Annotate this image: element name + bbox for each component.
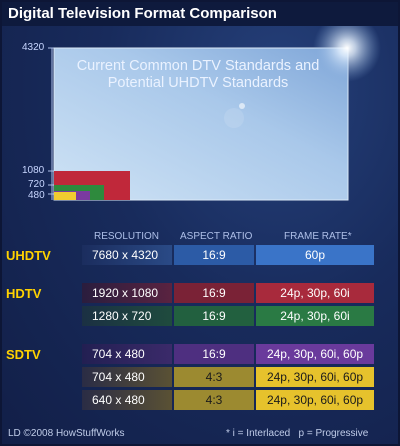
flare-dot — [239, 103, 245, 109]
legend-note: * i = Interlaced p = Progressive — [226, 428, 369, 439]
table-row: 1280 x 720 16:9 24p, 30p, 60i — [82, 306, 374, 326]
cell-frame-rate: 24p, 30p, 60i, 60p — [256, 390, 374, 410]
cell-frame-rate: 24p, 30p, 60i — [256, 306, 374, 326]
table-row: 704 x 480 16:9 24p, 30p, 60i, 60p — [82, 344, 374, 364]
page-title: Digital Television Format Comparison — [2, 2, 398, 26]
y-label-480: 480 — [28, 190, 45, 201]
cell-aspect: 4:3 — [174, 390, 254, 410]
cell-aspect: 16:9 — [174, 344, 254, 364]
cell-resolution: 704 x 480 — [82, 367, 172, 387]
cell-aspect: 16:9 — [174, 306, 254, 326]
sd43-rectangle — [54, 192, 76, 200]
category-uhdtv: UHDTV — [6, 248, 51, 263]
category-sdtv: SDTV — [6, 347, 41, 362]
header-aspect-ratio: ASPECT RATIO — [180, 231, 253, 242]
resolution-diagram: 4320 1080 720 480 Current Common DTV Sta… — [2, 26, 398, 216]
caption-line-1: Current Common DTV Standards and — [76, 58, 320, 74]
cell-frame-rate: 24p, 30p, 60i, 60p — [256, 367, 374, 387]
cell-resolution: 7680 x 4320 — [82, 245, 172, 265]
credit-text: LD ©2008 HowStuffWorks — [8, 428, 125, 439]
caption-line-2: Potential UHDTV Standards — [107, 75, 289, 91]
table-row: 1920 x 1080 16:9 24p, 30p, 60i — [82, 283, 374, 303]
flare-ring — [224, 108, 244, 128]
cell-resolution: 640 x 480 — [82, 390, 172, 410]
cell-resolution: 1280 x 720 — [82, 306, 172, 326]
header-resolution: RESOLUTION — [94, 231, 160, 242]
table-row: 640 x 480 4:3 24p, 30p, 60i, 60p — [82, 390, 374, 410]
header-frame-rate: FRAME RATE* — [284, 231, 352, 242]
y-label-1080: 1080 — [22, 165, 45, 176]
y-label-720: 720 — [28, 179, 45, 190]
diagram-caption: Current Common DTV Standards and Potenti… — [62, 58, 334, 92]
cell-frame-rate: 60p — [256, 245, 374, 265]
category-hdtv: HDTV — [6, 286, 42, 301]
cell-aspect: 4:3 — [174, 367, 254, 387]
cell-frame-rate: 24p, 30p, 60i, 60p — [256, 344, 374, 364]
cell-frame-rate: 24p, 30p, 60i — [256, 283, 374, 303]
table-row: 704 x 480 4:3 24p, 30p, 60i, 60p — [82, 367, 374, 387]
table-row: 7680 x 4320 16:9 60p — [82, 245, 374, 265]
cell-aspect: 16:9 — [174, 283, 254, 303]
resolution-diagram-svg — [48, 26, 381, 201]
cell-resolution: 1920 x 1080 — [82, 283, 172, 303]
cell-resolution: 704 x 480 — [82, 344, 172, 364]
y-label-4320: 4320 — [22, 42, 45, 53]
cell-aspect: 16:9 — [174, 245, 254, 265]
lens-flare — [313, 26, 381, 82]
